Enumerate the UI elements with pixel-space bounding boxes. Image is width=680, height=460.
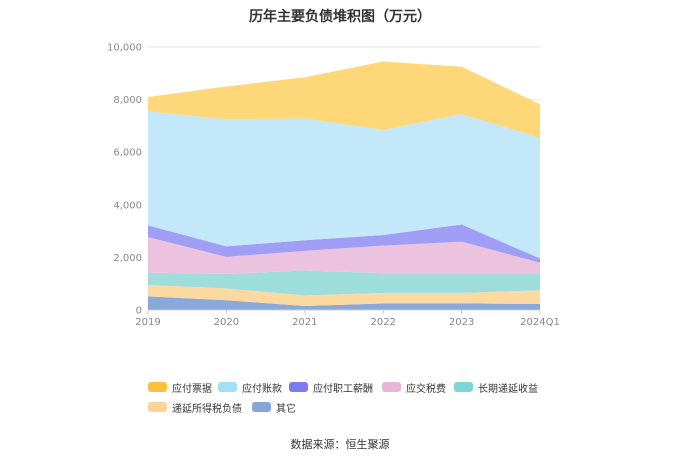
area-layer: [148, 61, 540, 310]
x-tick-label: 2020: [214, 317, 239, 328]
legend-swatch: [252, 402, 271, 412]
legend-item-deferred-income[interactable]: 长期递延收益: [454, 380, 538, 395]
legend-swatch: [289, 382, 308, 392]
legend-swatch: [148, 402, 167, 412]
chart-title: 历年主要负债堆积图（万元）: [249, 9, 431, 25]
y-tick-label: 0: [136, 306, 142, 317]
legend-label: 长期递延收益: [478, 383, 538, 395]
legend-label: 应交税费: [406, 383, 446, 395]
legend: 应付票据 应付账款 应付职工薪酬 应交税费 长期递延收益 递延所得税负债 其它: [148, 377, 548, 417]
legend-item-accounts-payable[interactable]: 应付账款: [218, 380, 289, 395]
area-series: [148, 285, 540, 307]
area-series: [148, 296, 540, 310]
legend-label: 递延所得税负债: [172, 403, 242, 415]
legend-item-notes-payable[interactable]: 应付票据: [148, 380, 218, 395]
area-series: [148, 270, 540, 296]
x-tick-label: 2023: [449, 317, 474, 328]
stacked-area-chart: 0 2,000 4,000 6,000 8,000 10,000 2019 2020 2021 2…: [107, 43, 560, 329]
legend-item-deferred-tax-liabilities[interactable]: 递延所得税负债: [148, 400, 252, 415]
y-tick-label: 4,000: [113, 200, 142, 211]
x-tick-label: 2021: [292, 317, 317, 328]
area-series: [148, 237, 540, 274]
data-source-note: 数据来源：恒生聚源: [290, 438, 390, 451]
legend-label: 应付票据: [172, 383, 212, 395]
legend-label: 其它: [276, 403, 296, 415]
y-tick-label: 10,000: [107, 43, 142, 54]
legend-label: 应付账款: [242, 383, 282, 395]
x-tick-label: 2024Q1: [520, 317, 560, 328]
y-tick-label: 8,000: [113, 95, 142, 106]
area-series: [148, 224, 540, 263]
area-series: [148, 111, 540, 259]
x-tick-label: 2019: [135, 317, 160, 328]
axis-layer: 0 2,000 4,000 6,000 8,000 10,000 2019 2020 2021 2…: [107, 43, 560, 329]
area-series: [148, 61, 540, 138]
legend-row-1: 应付票据 应付账款 应付职工薪酬 应交税费 长期递延收益: [148, 377, 548, 397]
legend-item-payroll-payable[interactable]: 应付职工薪酬: [289, 380, 382, 395]
y-tick-label: 2,000: [113, 253, 142, 264]
legend-label: 应付职工薪酬: [313, 383, 373, 395]
legend-swatch: [454, 382, 473, 392]
legend-swatch: [148, 382, 167, 392]
legend-swatch: [382, 382, 401, 392]
legend-item-taxes-payable[interactable]: 应交税费: [382, 380, 454, 395]
x-tick-label: 2022: [370, 317, 395, 328]
legend-row-2: 递延所得税负债 其它: [148, 397, 548, 417]
y-tick-label: 6,000: [113, 148, 142, 159]
legend-swatch: [218, 382, 237, 392]
legend-item-other[interactable]: 其它: [252, 400, 296, 415]
